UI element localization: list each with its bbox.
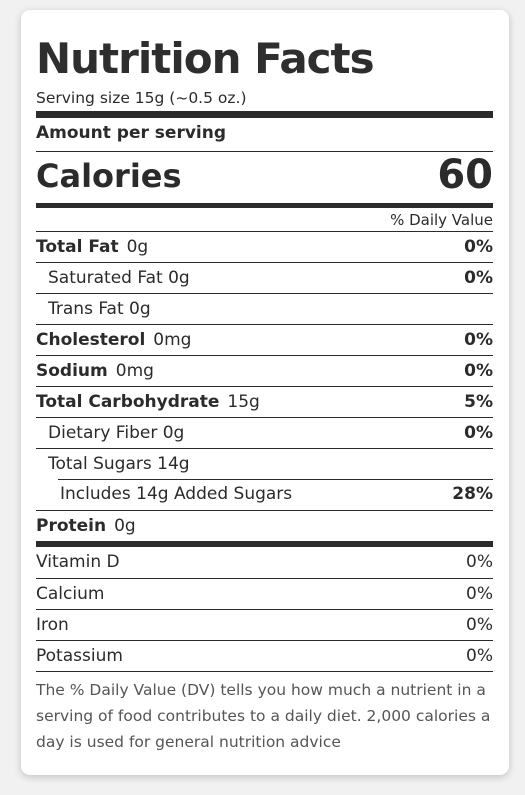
nutrient-name: Includes 14g Added Sugars [60, 484, 293, 504]
vitamin-name: Iron [36, 615, 69, 635]
daily-value-header: % Daily Value [390, 211, 493, 229]
nutrient-name: Total Sugars 14g [48, 454, 190, 474]
nutrient-name: Dietary Fiber 0g [48, 423, 185, 443]
nutrient-name: Sodium 0mg [36, 361, 154, 381]
nutrient-row-total-carbohydrate: Total Carbohydrate 15g 5% [36, 386, 493, 417]
serving-size: Serving size 15g (~0.5 oz.) [36, 89, 247, 107]
nutrient-row-trans-fat: Trans Fat 0g [36, 293, 493, 324]
vitamin-dv: 0% [466, 552, 493, 572]
thick-divider [36, 111, 493, 118]
label-title: Nutrition Facts [36, 34, 375, 83]
nutrient-dv: 28% [452, 484, 493, 504]
vitamin-row-calcium: Calcium 0% [36, 578, 493, 609]
vitamin-dv: 0% [466, 584, 493, 604]
nutrient-name: Cholesterol 0mg [36, 330, 192, 350]
nutrient-name: Total Carbohydrate 15g [36, 392, 260, 412]
calories-value: 60 [437, 152, 493, 198]
nutrient-name: Trans Fat 0g [48, 299, 151, 319]
nutrient-row-sodium: Sodium 0mg 0% [36, 355, 493, 386]
vitamins-divider [36, 541, 493, 547]
vitamin-name: Potassium [36, 646, 123, 666]
daily-value-footnote: The % Daily Value (DV) tells you how muc… [36, 681, 491, 751]
vitamin-name: Vitamin D [36, 552, 120, 572]
calories-label: Calories [36, 157, 182, 195]
nutrient-dv: 0% [464, 330, 493, 350]
nutrient-row-added-sugars: Includes 14g Added Sugars 28% [36, 479, 493, 510]
calories-divider [36, 203, 493, 208]
nutrient-dv: 0% [464, 423, 493, 443]
vitamin-row-iron: Iron 0% [36, 609, 493, 640]
amount-per-serving: Amount per serving [36, 123, 227, 143]
nutrient-dv: 0% [464, 268, 493, 288]
vitamin-dv: 0% [466, 615, 493, 635]
vitamin-name: Calcium [36, 584, 105, 604]
footnote-divider [36, 671, 493, 672]
nutrient-name: Saturated Fat 0g [48, 268, 190, 288]
nutrient-row-total-sugars: Total Sugars 14g [36, 448, 493, 479]
thin-divider [36, 151, 493, 152]
nutrient-row-saturated-fat: Saturated Fat 0g 0% [36, 262, 493, 293]
nutrient-dv: 5% [464, 392, 493, 412]
vitamin-row-vitamin-d: Vitamin D 0% [36, 547, 493, 578]
nutrient-row-cholesterol: Cholesterol 0mg 0% [36, 324, 493, 355]
nutrition-facts-card: Nutrition Facts Serving size 15g (~0.5 o… [21, 10, 509, 775]
nutrient-name: Total Fat 0g [36, 237, 149, 257]
nutrient-row-total-fat: Total Fat 0g 0% [36, 231, 493, 262]
nutrient-row-protein: Protein 0g [36, 510, 493, 541]
added-sugars-divider [58, 479, 493, 480]
nutrient-dv: 0% [464, 237, 493, 257]
nutrient-row-dietary-fiber: Dietary Fiber 0g 0% [36, 417, 493, 448]
vitamin-row-potassium: Potassium 0% [36, 640, 493, 671]
nutrient-name: Protein 0g [36, 516, 136, 536]
nutrient-dv: 0% [464, 361, 493, 381]
vitamin-dv: 0% [466, 646, 493, 666]
